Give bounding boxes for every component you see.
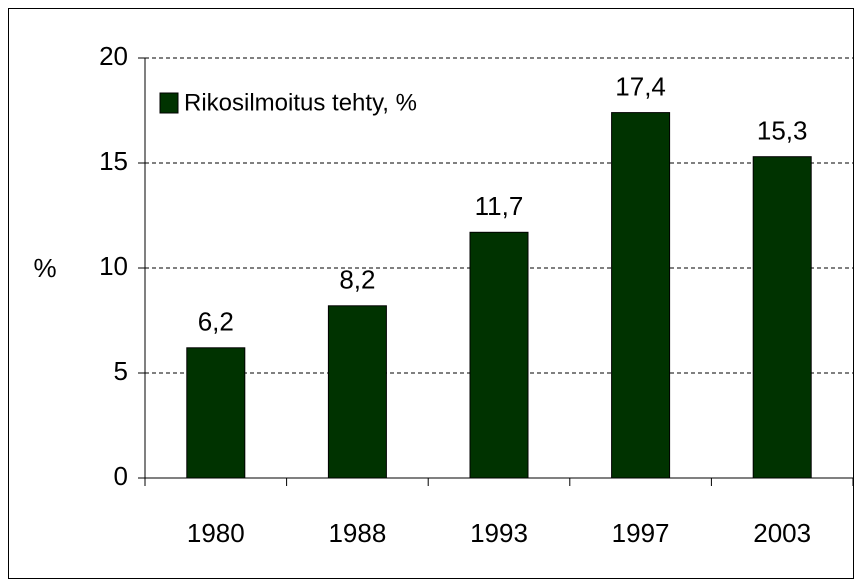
- value-label: 8,2: [339, 265, 375, 295]
- value-label: 15,3: [757, 116, 808, 146]
- y-tick-label: 10: [99, 251, 128, 281]
- x-tick-label: 1980: [187, 518, 245, 548]
- bar: [327, 305, 387, 479]
- bar: [469, 231, 529, 479]
- x-tick-label: 1993: [470, 518, 528, 548]
- y-tick-label: 20: [99, 41, 128, 71]
- legend-label: Rikosilmoitus tehty, %: [184, 89, 417, 116]
- x-tick-label: 1988: [328, 518, 386, 548]
- y-tick-label: 0: [114, 461, 128, 491]
- x-tick-label: 2003: [753, 518, 811, 548]
- value-label: 11,7: [475, 191, 524, 221]
- bar: [611, 112, 671, 479]
- y-tick-label: 15: [99, 146, 128, 176]
- x-tick-label: 1997: [612, 518, 670, 548]
- value-label: 6,2: [198, 307, 234, 337]
- bar: [186, 347, 246, 479]
- y-axis-label: %: [33, 253, 56, 283]
- bar: [752, 156, 812, 479]
- value-label: 17,4: [615, 71, 666, 101]
- y-tick-label: 5: [114, 356, 128, 386]
- legend-swatch: [159, 92, 179, 114]
- chart-frame: [8, 8, 854, 579]
